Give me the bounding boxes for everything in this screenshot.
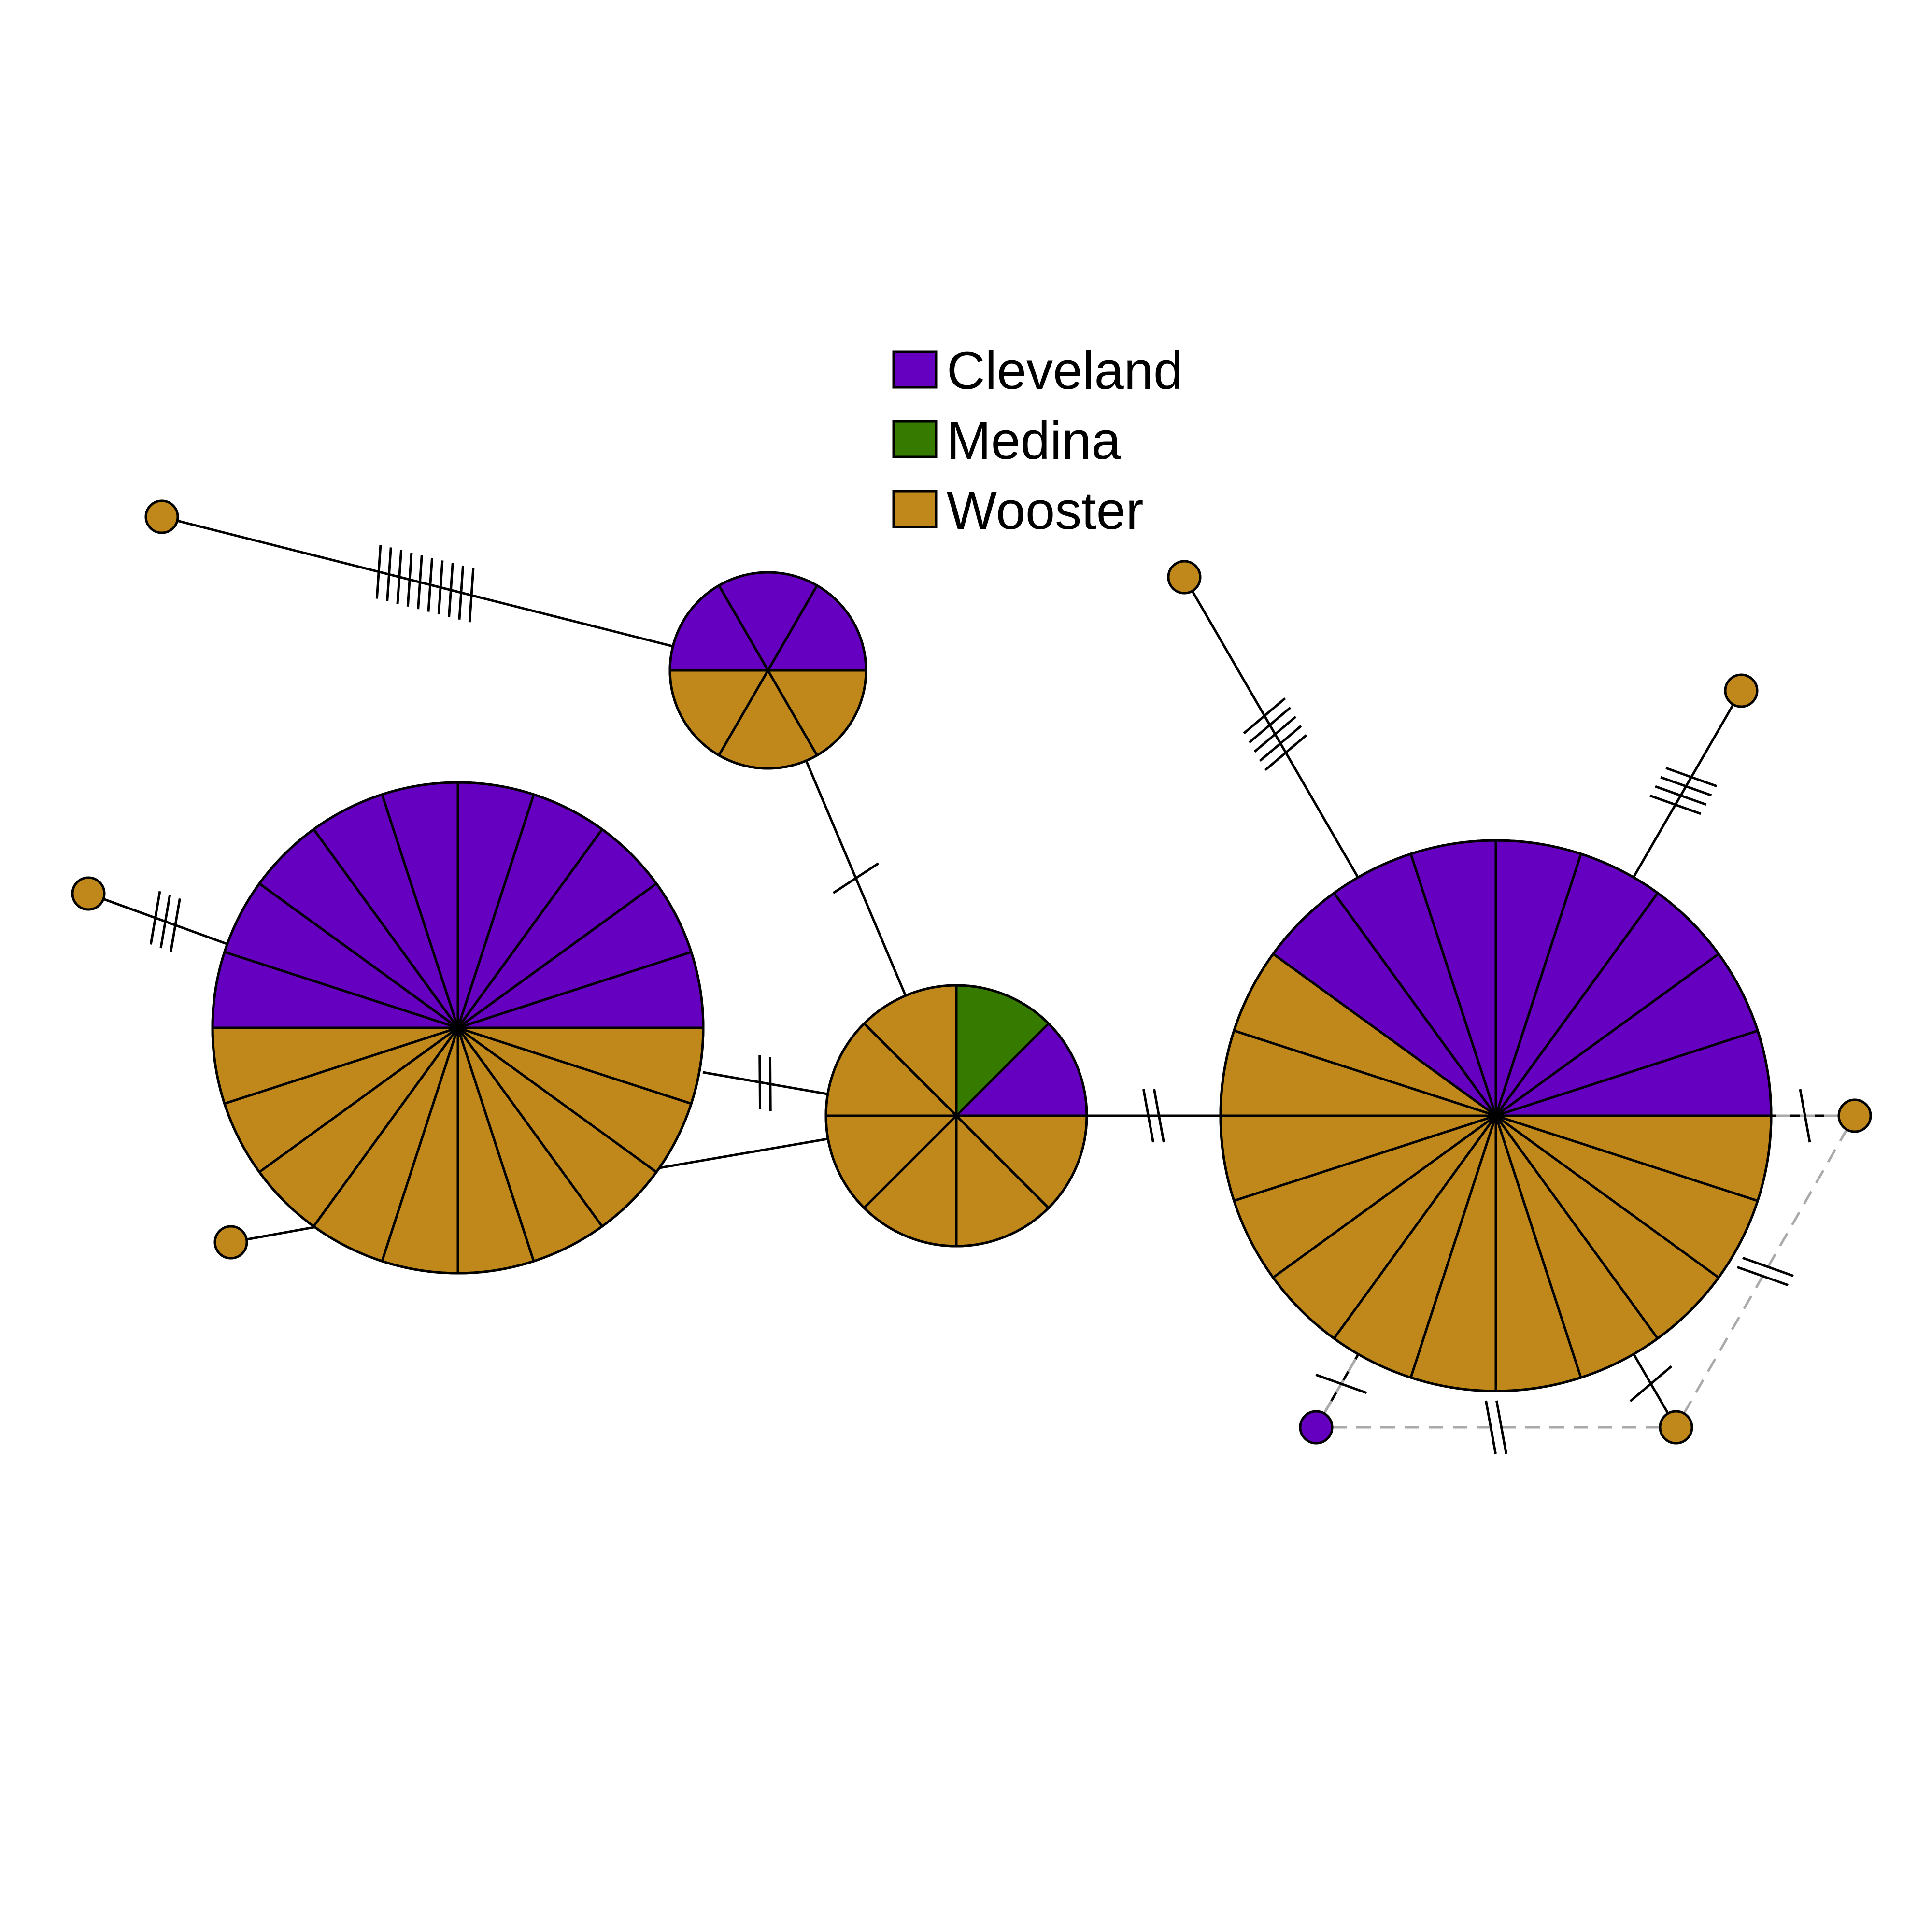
mutation-tick bbox=[1243, 697, 1286, 735]
mutation-tick bbox=[1142, 1089, 1154, 1143]
edge-h12-h10 bbox=[1683, 1129, 1848, 1414]
mutation-tick bbox=[1799, 1089, 1811, 1143]
mutation-tick bbox=[832, 862, 880, 894]
mutation-tick bbox=[437, 560, 444, 615]
node-outline bbox=[1219, 839, 1773, 1392]
mutation-tick bbox=[1259, 725, 1302, 762]
haplotype-node-h10 bbox=[1837, 1098, 1872, 1133]
wedge-wooster bbox=[1659, 1410, 1693, 1445]
mutation-tick bbox=[396, 550, 403, 604]
mutation-tick bbox=[406, 553, 413, 607]
mutation-tick bbox=[448, 563, 454, 617]
haplotype-node-h5 bbox=[211, 781, 705, 1275]
mutation-tick bbox=[1485, 1400, 1497, 1454]
legend-swatch-cleveland bbox=[892, 350, 938, 389]
mutation-tick bbox=[159, 895, 171, 949]
haplotype-node-h12 bbox=[1659, 1410, 1693, 1445]
wedge-wooster bbox=[1167, 560, 1202, 595]
mutation-tick bbox=[1629, 1365, 1673, 1403]
wedge-wooster bbox=[1724, 673, 1759, 708]
node-outline bbox=[824, 984, 1088, 1248]
wedge-cleveland bbox=[1299, 1410, 1334, 1445]
node-outline bbox=[668, 571, 867, 770]
mutation-tick bbox=[149, 891, 161, 945]
mutation-tick bbox=[1495, 1400, 1507, 1454]
wedge-wooster bbox=[213, 1225, 248, 1260]
mutation-tick bbox=[375, 544, 382, 599]
haplotype-node-h6 bbox=[824, 984, 1088, 1248]
mutation-tick bbox=[1655, 785, 1707, 806]
edge-h8-h9 bbox=[1632, 704, 1734, 878]
haplotype-node-h3 bbox=[71, 876, 106, 911]
haplotype-node-h11 bbox=[1299, 1410, 1334, 1445]
mutation-tick bbox=[427, 557, 434, 612]
haplotype-node-h7 bbox=[1167, 560, 1202, 595]
haplotype-node-h8 bbox=[1724, 673, 1759, 708]
mutation-tick bbox=[1737, 1265, 1789, 1287]
mutation-tick bbox=[1660, 776, 1712, 797]
haplotype-node-h2 bbox=[668, 571, 867, 770]
legend-swatch-wooster bbox=[892, 490, 938, 528]
mutation-tick bbox=[386, 547, 392, 602]
haplotype-node-h4 bbox=[213, 1225, 248, 1260]
legend-label-cleveland: Cleveland bbox=[947, 341, 1183, 400]
legend-item-wooster: Wooster bbox=[892, 481, 1144, 540]
legend: Cleveland Medina Wooster bbox=[892, 341, 1183, 540]
haplotype-nodes bbox=[71, 499, 1872, 1445]
mutation-tick bbox=[170, 898, 181, 952]
legend-label-medina: Medina bbox=[947, 411, 1122, 470]
mutation-tick bbox=[417, 555, 423, 610]
legend-label-wooster: Wooster bbox=[947, 481, 1144, 540]
mutation-tick bbox=[1264, 734, 1307, 771]
edge-h5-h6 bbox=[702, 1071, 828, 1095]
mutation-tick bbox=[1742, 1256, 1794, 1278]
mutation-tick bbox=[1153, 1089, 1165, 1143]
mutation-tick bbox=[1665, 767, 1718, 788]
haplotype-node-h1 bbox=[144, 499, 179, 534]
edge-h5-h6 bbox=[659, 1137, 828, 1169]
legend-item-medina: Medina bbox=[892, 411, 1122, 470]
wedge-wooster bbox=[1837, 1098, 1872, 1133]
legend-item-cleveland: Cleveland bbox=[892, 341, 1183, 400]
wedge-wooster bbox=[71, 876, 106, 911]
mutation-tick bbox=[458, 566, 465, 620]
node-outline bbox=[211, 781, 705, 1275]
mutation-tick bbox=[1649, 794, 1702, 815]
legend-swatch-medina bbox=[892, 420, 938, 458]
wedge-wooster bbox=[144, 499, 179, 534]
mutation-tick bbox=[1248, 706, 1292, 744]
edge-h1-h2 bbox=[177, 519, 673, 648]
mutation-tick bbox=[1253, 715, 1297, 753]
haplotype-node-h9 bbox=[1219, 839, 1773, 1392]
mutation-tick bbox=[1315, 1373, 1367, 1394]
mutation-ticks bbox=[149, 544, 1811, 1454]
mutation-tick bbox=[468, 568, 475, 623]
